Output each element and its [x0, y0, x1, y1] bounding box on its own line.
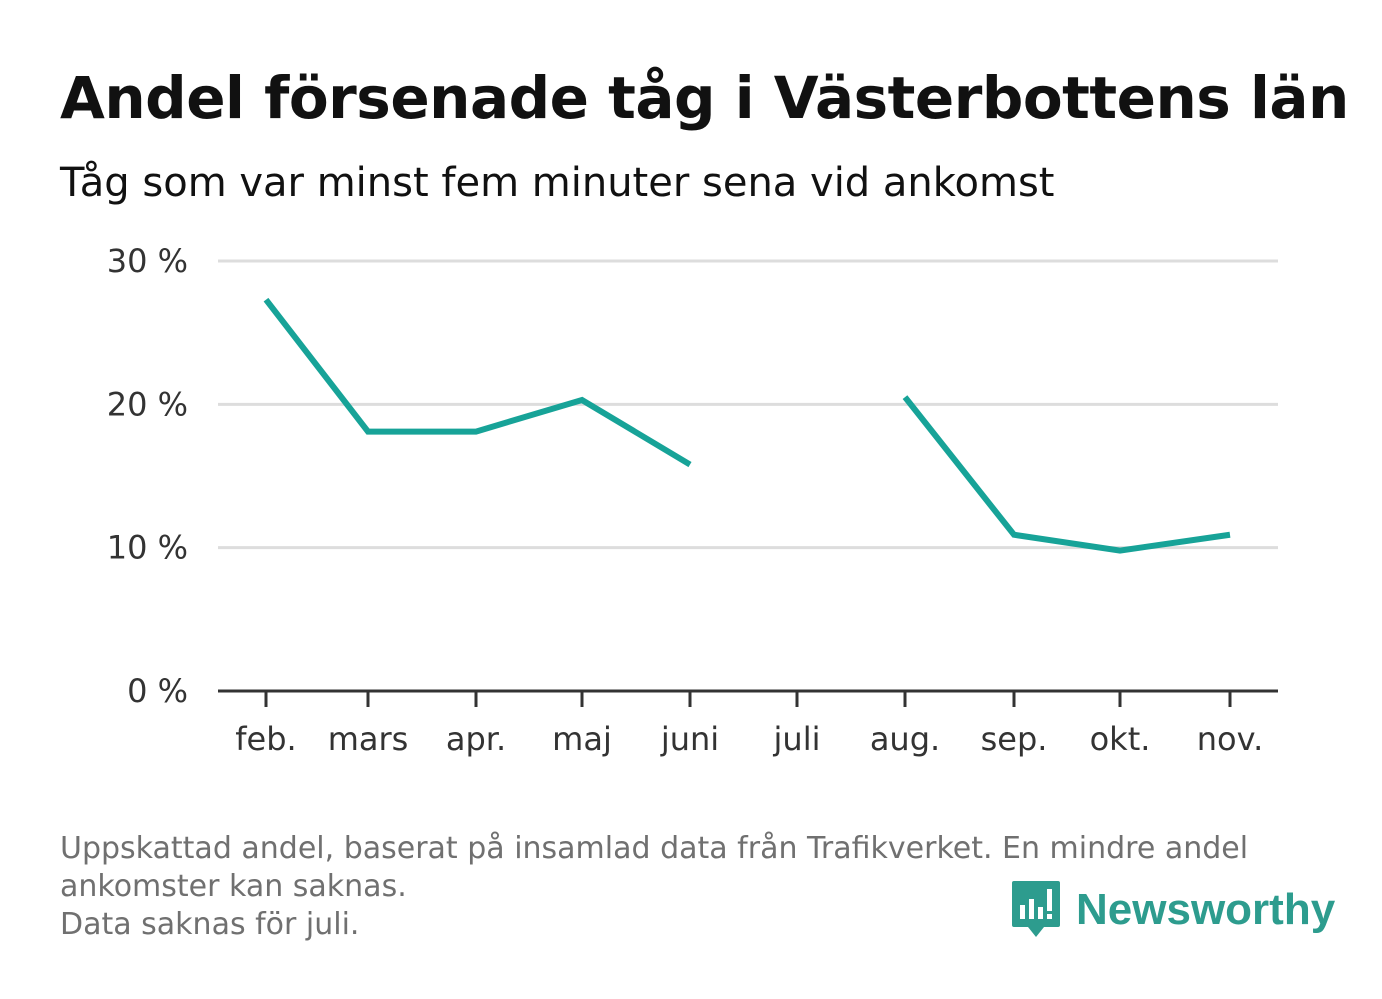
footnote: Uppskattad andel, baserat på insamlad da…	[60, 830, 1320, 944]
footnote-line-1: Uppskattad andel, baserat på insamlad da…	[60, 831, 1249, 866]
x-tick-label: nov.	[1197, 720, 1263, 758]
newsworthy-logo-icon	[1012, 881, 1060, 937]
x-tick-label: sep.	[981, 720, 1048, 758]
chart-subtitle: Tåg som var minst fem minuter sena vid a…	[60, 160, 1055, 206]
x-tick-label: feb.	[235, 720, 296, 758]
chart-title: Andel försenade tåg i Västerbottens län	[60, 64, 1349, 132]
x-tick-label: juli	[773, 720, 821, 758]
series-lines	[263, 297, 1231, 554]
x-tick-label: mars	[328, 720, 409, 758]
x-tick-label: juni	[660, 720, 719, 758]
x-tick-label: aug.	[870, 720, 940, 758]
gridlines	[218, 259, 1278, 550]
brand-name: Newsworthy	[1076, 885, 1336, 934]
x-tick-label: maj	[552, 720, 612, 758]
series-line-segment	[902, 395, 1231, 554]
footnote-line-3: Data saknas för juli.	[60, 907, 360, 942]
x-tick-label: okt.	[1090, 720, 1151, 758]
x-axis	[218, 689, 1278, 707]
y-tick-label: 10 %	[107, 529, 188, 567]
y-tick-label: 30 %	[107, 242, 188, 280]
brand-logo: Newsworthy	[1010, 878, 1335, 942]
x-axis-labels: feb. mars apr. maj juni juli aug. sep. okt. nov.	[235, 720, 1263, 758]
y-axis-labels: 0 % 10 % 20 % 30 %	[107, 242, 188, 710]
x-tick-label: apr.	[446, 720, 506, 758]
y-tick-label: 0 %	[127, 672, 188, 710]
y-tick-label: 20 %	[107, 385, 188, 423]
footnote-line-2: ankomster kan saknas.	[60, 869, 407, 904]
series-line-segment	[263, 297, 692, 468]
